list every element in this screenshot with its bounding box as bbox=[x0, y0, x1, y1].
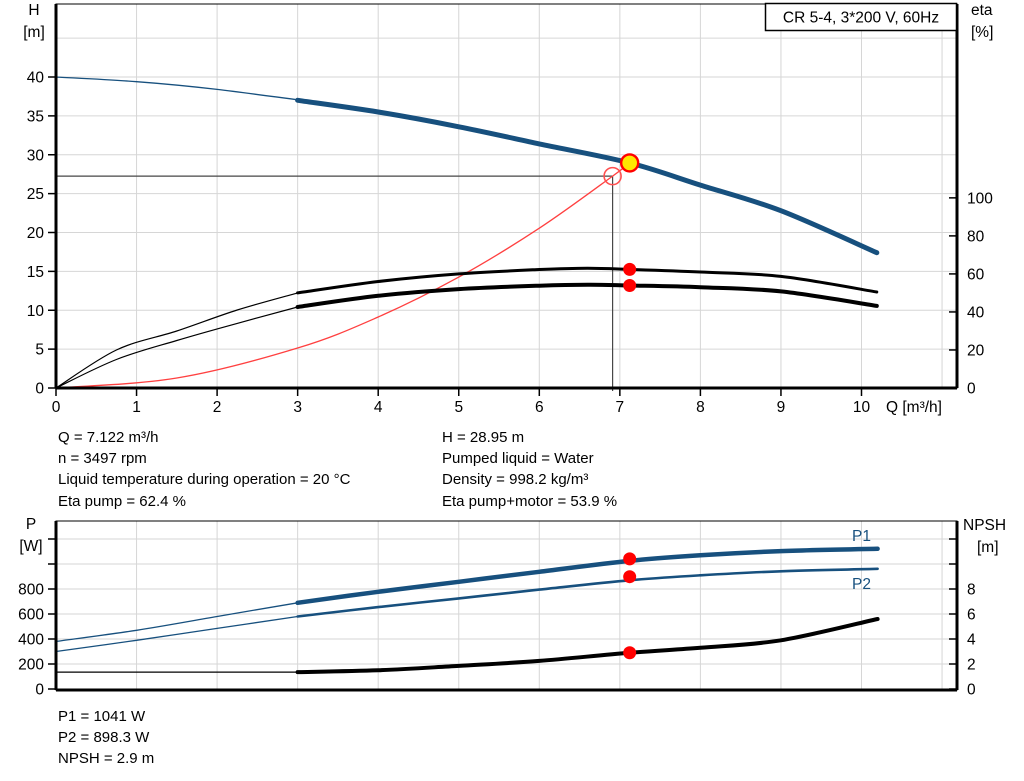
bottom-right-tick-label: 2 bbox=[967, 657, 976, 674]
pump-title: CR 5-4, 3*200 V, 60Hz bbox=[783, 10, 939, 27]
marker-duty-point-open bbox=[603, 166, 622, 186]
info-p2: P2 = 898.3 W bbox=[58, 729, 150, 747]
top-x-tick-label: 4 bbox=[374, 399, 383, 416]
top-x-tick-label: 3 bbox=[293, 399, 302, 416]
top-left-tick-label: 40 bbox=[27, 70, 45, 87]
top-left-tick-label: 30 bbox=[27, 147, 45, 164]
top-x-tick-label: 5 bbox=[454, 399, 463, 416]
top-left-tick-label: 25 bbox=[27, 186, 44, 203]
top-left-tick-label: 10 bbox=[27, 303, 45, 320]
info-eta-pump-motor: Eta pump+motor = 53.9 % bbox=[442, 492, 618, 510]
bottom-left-tick-label: 200 bbox=[18, 657, 44, 674]
series-eta-pump-thin bbox=[55, 292, 299, 389]
marker-p2-point bbox=[623, 570, 637, 584]
info-block-left: Q = 7.122 m³/h n = 3497 rpm Liquid tempe… bbox=[58, 427, 350, 512]
top-right-tick-label: 60 bbox=[967, 266, 985, 283]
info-npsh: NPSH = 2.9 m bbox=[58, 750, 155, 768]
series-p2-thin bbox=[55, 615, 299, 653]
marker-eta-pump-point bbox=[623, 262, 637, 276]
top-left-tick-label: 0 bbox=[35, 381, 44, 398]
bottom-right-tick-label: 6 bbox=[967, 607, 976, 624]
top-x-tick-label: 10 bbox=[853, 399, 871, 416]
info-q: Q = 7.122 m³/h bbox=[58, 429, 159, 446]
top-right-tick-label: 40 bbox=[967, 304, 985, 321]
info-eta-pump: Eta pump = 62.4 % bbox=[58, 492, 186, 510]
top-x-tick-label: 7 bbox=[616, 399, 625, 416]
top-x-tick-label: 8 bbox=[696, 399, 705, 416]
series-p1 bbox=[295, 546, 880, 606]
npsh-axis-label: NPSH bbox=[963, 517, 1006, 534]
h-axis-unit: [m] bbox=[23, 24, 45, 41]
top-left-tick-label: 35 bbox=[27, 108, 44, 125]
eta-axis-unit: [%] bbox=[971, 24, 993, 41]
bottom-left-tick-label: 600 bbox=[18, 607, 44, 624]
top-left-tick-label: 15 bbox=[27, 264, 44, 281]
series-pump-curve-thin bbox=[55, 76, 335, 106]
top-right-tick-label: 80 bbox=[967, 228, 985, 245]
top-x-tick-label: 6 bbox=[535, 399, 544, 416]
h-axis-label: H bbox=[28, 2, 39, 19]
series-eta-pump bbox=[296, 266, 879, 295]
bottom-left-tick-label: 0 bbox=[35, 682, 44, 699]
top-right-tick-label: 20 bbox=[967, 342, 985, 359]
bottom-left-tick-label: 400 bbox=[18, 632, 44, 649]
top-right-tick-label: 0 bbox=[967, 381, 976, 398]
series-eta-pump-motor-thin bbox=[55, 306, 299, 389]
info-pumped-liquid: Pumped liquid = Water bbox=[442, 450, 594, 468]
info-h: H = 28.95 m bbox=[442, 429, 525, 446]
info-p1: P1 = 1041 W bbox=[58, 708, 146, 725]
bottom-chart: 0 200 400 600 800 0 2 4 6 8 bbox=[18, 520, 976, 699]
bottom-right-tick-label: 0 bbox=[967, 682, 976, 699]
top-x-tick-label: 2 bbox=[213, 399, 222, 416]
q-axis-label: Q [m³/h] bbox=[886, 399, 942, 416]
series-system-curve bbox=[55, 162, 631, 389]
npsh-axis-unit: [m] bbox=[977, 539, 999, 556]
top-plot-border bbox=[55, 3, 958, 389]
top-left-tick-label: 20 bbox=[27, 225, 45, 242]
p-axis-label: P bbox=[26, 516, 36, 533]
info-block-right: H = 28.95 m Pumped liquid = Water Densit… bbox=[442, 427, 617, 512]
info-block-bottom: P1 = 1041 W P2 = 898.3 W NPSH = 2.9 m bbox=[58, 706, 154, 770]
marker-npsh-point bbox=[623, 646, 637, 660]
top-chart: 0 5 10 15 20 25 30 35 40 0 20 40 60 80 100 0 1 2 3 4 5 6 7 8 9 10 bbox=[27, 3, 993, 416]
p2-curve-label: P2 bbox=[852, 576, 871, 593]
p-axis-unit: [W] bbox=[19, 538, 42, 555]
series-p1-thin bbox=[55, 602, 299, 643]
top-left-tick-label: 5 bbox=[35, 342, 44, 359]
info-density: Density = 998.2 kg/m³ bbox=[442, 471, 589, 489]
series-npsh bbox=[295, 617, 880, 675]
marker-eta-pump-motor-point bbox=[623, 279, 637, 293]
eta-axis-label: eta bbox=[971, 2, 993, 19]
p1-curve-label: P1 bbox=[852, 528, 871, 545]
top-right-tick-label: 100 bbox=[967, 190, 993, 207]
series-eta-pump-motor bbox=[295, 282, 879, 309]
info-rpm: n = 3497 rpm bbox=[58, 450, 147, 468]
top-x-tick-label: 0 bbox=[52, 399, 61, 416]
top-x-tick-label: 1 bbox=[132, 399, 141, 416]
bottom-left-tick-label: 800 bbox=[18, 582, 44, 599]
bottom-right-tick-label: 8 bbox=[967, 582, 976, 599]
info-liquid-temperature: Liquid temperature during operation = 20… bbox=[58, 471, 351, 489]
top-x-tick-label: 9 bbox=[777, 399, 786, 416]
marker-operating-point bbox=[619, 153, 640, 173]
bottom-right-tick-label: 4 bbox=[967, 632, 976, 649]
marker-p1-point bbox=[623, 552, 637, 566]
pump-title-box bbox=[764, 2, 958, 32]
top-grid bbox=[56, 4, 957, 388]
series-p2 bbox=[296, 567, 879, 618]
series-pump-curve bbox=[295, 97, 880, 256]
